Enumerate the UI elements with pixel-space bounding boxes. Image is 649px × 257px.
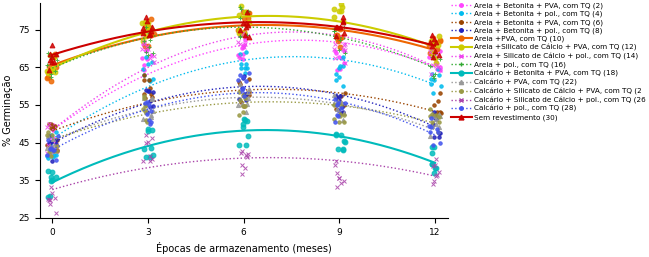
Y-axis label: % Germinação: % Germinação (3, 75, 13, 146)
Legend: Areia + Betonita + PVA, com TQ (2), Areia + Betonita + pol., com TQ (4), Areia +: Areia + Betonita + PVA, com TQ (2), Arei… (451, 2, 646, 121)
X-axis label: Épocas de armazenamento (meses): Épocas de armazenamento (meses) (156, 242, 332, 254)
